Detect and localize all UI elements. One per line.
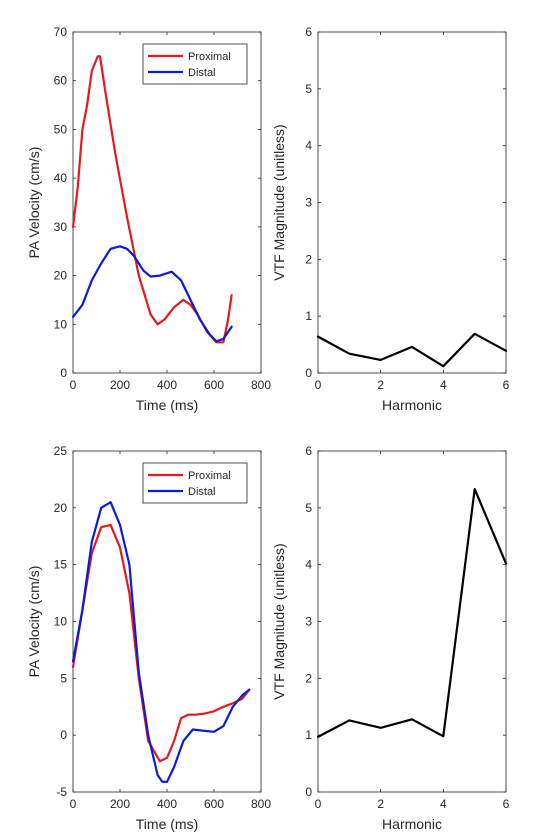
chart-panel-1: 0 200 400 600 800 0 10 20 30 40 50 60 70 Time (ms) PA … xyxy=(26,25,271,413)
x-tick-label: 200 xyxy=(110,797,130,811)
legend-box xyxy=(142,43,248,85)
x-tick-label: 0 xyxy=(70,797,77,811)
y-tick-label: 10 xyxy=(54,615,68,629)
y-tick-label: 30 xyxy=(54,220,68,234)
y-tick-label: 20 xyxy=(54,269,68,283)
y-tick-label: 5 xyxy=(305,82,312,96)
x-tick-label: 600 xyxy=(204,378,224,392)
legend-label: Proximal xyxy=(188,51,231,63)
x-tick-label: 6 xyxy=(503,378,510,392)
x-tick-label: 4 xyxy=(440,797,447,811)
x-tick-label: 2 xyxy=(377,378,384,392)
y-tick-label: -5 xyxy=(56,785,67,799)
x-tick-label: 400 xyxy=(157,378,177,392)
y-axis-label: VTF Magnitude (unitless) xyxy=(271,543,287,699)
y-axis-label: VTF Magnitude (unitless) xyxy=(271,124,287,280)
x-tick-label: 200 xyxy=(110,378,130,392)
series-line-distal xyxy=(71,501,251,783)
y-tick-label: 3 xyxy=(305,196,312,210)
legend-label: Distal xyxy=(188,486,216,498)
x-axis-label: Time (ms) xyxy=(136,816,198,832)
x-tick-label: 400 xyxy=(157,797,177,811)
y-tick-label: 3 xyxy=(305,615,312,629)
plot-area xyxy=(72,450,262,793)
y-tick-label: 0 xyxy=(60,366,67,380)
y-tick-label: 50 xyxy=(54,122,68,136)
x-tick-label: 800 xyxy=(251,378,271,392)
y-tick-label: 10 xyxy=(54,317,68,331)
legend-label: Proximal xyxy=(188,470,231,482)
y-tick-label: 70 xyxy=(54,25,68,39)
x-axis-label: Time (ms) xyxy=(136,397,198,413)
series-line-vtf xyxy=(316,488,508,739)
y-tick-label: 15 xyxy=(54,558,68,572)
y-tick-label: 5 xyxy=(305,501,312,515)
y-tick-label: 1 xyxy=(305,728,312,742)
y-tick-label: 5 xyxy=(60,671,67,685)
x-tick-label: 800 xyxy=(251,797,271,811)
x-tick-label: 0 xyxy=(315,378,322,392)
y-tick-label: 4 xyxy=(305,139,312,153)
y-tick-label: 0 xyxy=(305,366,312,380)
x-tick-label: 2 xyxy=(377,797,384,811)
y-tick-label: 0 xyxy=(60,728,67,742)
x-tick-label: 6 xyxy=(503,797,510,811)
x-axis-label: Harmonic xyxy=(382,816,442,832)
x-tick-label: 600 xyxy=(204,797,224,811)
y-tick-label: 20 xyxy=(54,501,68,515)
y-tick-label: 2 xyxy=(305,671,312,685)
y-tick-label: 2 xyxy=(305,252,312,266)
y-tick-label: 4 xyxy=(305,558,312,572)
y-tick-label: 60 xyxy=(54,74,68,88)
y-tick-label: 25 xyxy=(54,444,68,458)
y-tick-label: 6 xyxy=(305,444,312,458)
y-tick-label: 0 xyxy=(305,785,312,799)
series-line-proximal xyxy=(71,523,251,763)
plot-area xyxy=(317,31,507,374)
x-tick-label: 0 xyxy=(70,378,77,392)
x-axis-label: Harmonic xyxy=(382,397,442,413)
legend-box xyxy=(142,462,248,504)
y-axis-label: PA Velocity (cm/s) xyxy=(26,566,42,678)
chart-panel-4: 0 2 4 6 0 1 2 3 4 5 6 Harmonic VTF Magnitude (unitle… xyxy=(271,444,510,832)
y-tick-label: 6 xyxy=(305,25,312,39)
legend: Proximal Distal xyxy=(142,43,248,85)
chart-panel-2: 0 2 4 6 0 1 2 3 4 5 6 Harmonic VTF Magnitude (unitle… xyxy=(271,25,510,413)
y-axis-label: PA Velocity (cm/s) xyxy=(26,147,42,259)
series-line-distal xyxy=(71,245,233,343)
y-tick-label: 40 xyxy=(54,171,68,185)
plot-area xyxy=(317,450,507,793)
legend: Proximal Distal xyxy=(142,462,248,504)
legend-label: Distal xyxy=(188,67,216,79)
x-tick-label: 4 xyxy=(440,378,447,392)
x-tick-label: 0 xyxy=(315,797,322,811)
y-tick-label: 1 xyxy=(305,309,312,323)
series-line-vtf xyxy=(316,332,508,368)
